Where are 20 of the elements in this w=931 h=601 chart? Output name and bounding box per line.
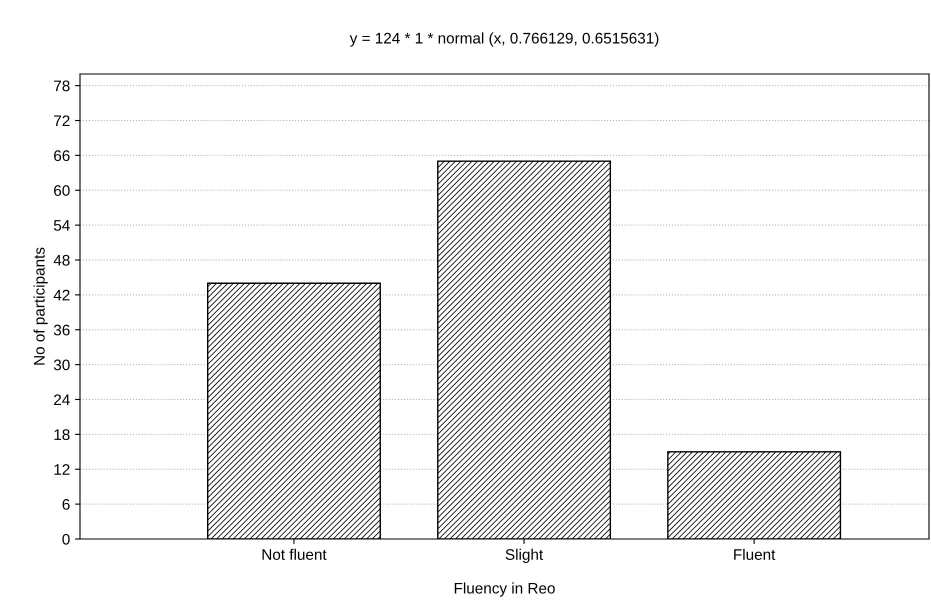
y-tick-label: 42 [54,290,70,300]
y-tick-label: 78 [54,80,70,92]
x-tick-label: Fluent [734,548,776,560]
y-tick-label: 0 [62,534,70,545]
y-tick-label: 6 [62,498,70,510]
y-tick-label: 60 [54,185,70,196]
y-tick-label: 54 [54,220,70,231]
y-tick-label: 36 [54,324,70,336]
y-axis-title: No of participants [33,248,48,365]
x-tick-label: Slight [506,548,544,563]
chart-title: y = 124 * 1 * normal (x, 0.766129, 0.6515631) [350,32,658,47]
y-tick-label: 12 [54,464,70,475]
y-tick-label: 66 [54,150,70,162]
y-tick-label: 24 [54,394,70,406]
x-axis-title: Fluency in Reo [454,582,555,597]
y-tick-label: 48 [54,254,70,266]
y-tick-label: 72 [54,115,70,126]
y-tick-label: 18 [54,429,70,440]
y-tick-label: 30 [54,359,70,370]
x-tick-label: Not fluent [262,548,327,560]
